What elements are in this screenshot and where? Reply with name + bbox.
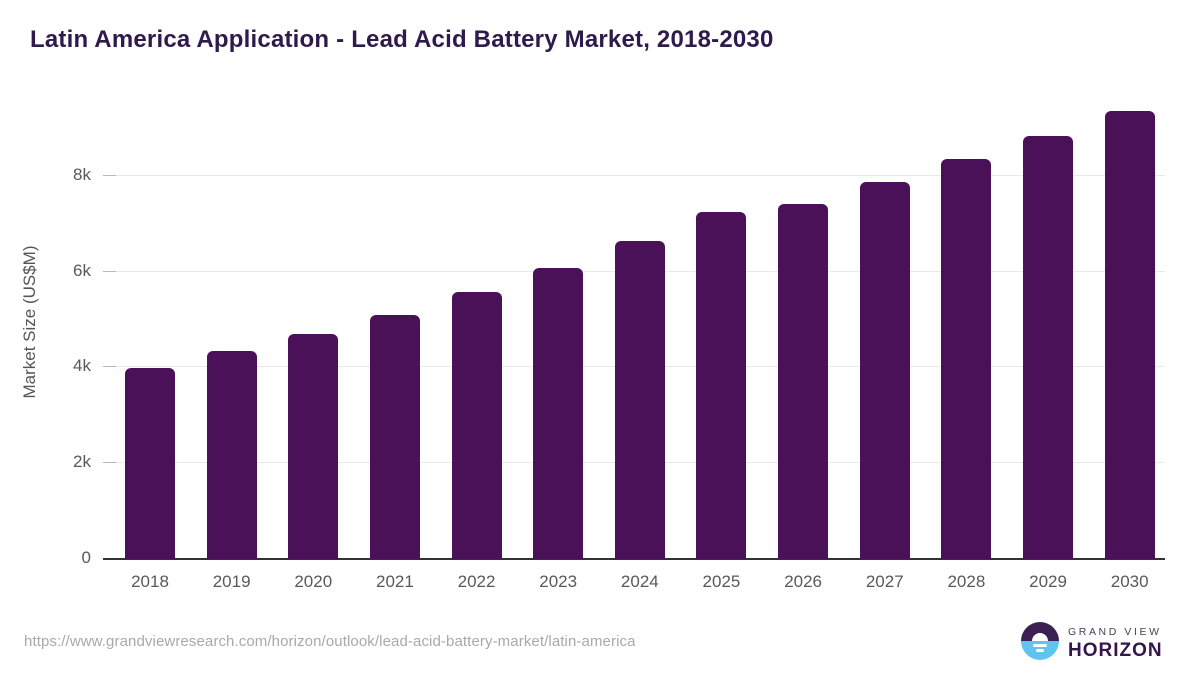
bar-2021 bbox=[369, 314, 420, 559]
y-tick-2k bbox=[103, 462, 116, 464]
x-tick-label-2018: 2018 bbox=[131, 572, 169, 591]
x-tick-label-2024: 2024 bbox=[620, 572, 659, 591]
x-tick-label-2028: 2028 bbox=[947, 572, 986, 591]
chart-title: Latin America Application - Lead Acid Ba… bbox=[30, 26, 774, 53]
y-tick-8k bbox=[103, 174, 116, 176]
x-tick-label-2021: 2021 bbox=[375, 572, 414, 591]
plot-area: 0 2k 4k 6k 8k bbox=[73, 99, 1165, 567]
x-tick-label-2023: 2023 bbox=[539, 572, 578, 591]
y-tick-label: 8k bbox=[73, 164, 91, 184]
x-tick-label-2025: 2025 bbox=[702, 572, 741, 591]
x-tick-label-2029: 2029 bbox=[1029, 572, 1067, 591]
y-tick-4k bbox=[103, 366, 116, 368]
bar-2026 bbox=[778, 203, 829, 559]
bar-2023 bbox=[533, 267, 584, 559]
horizon-sun-icon bbox=[1021, 622, 1059, 660]
bar-2030 bbox=[1104, 111, 1155, 559]
y-axis-title: Market Size (US$M) bbox=[20, 245, 39, 399]
x-tick-label-2027: 2027 bbox=[865, 572, 904, 591]
bar-2024 bbox=[614, 241, 665, 559]
bar-2029 bbox=[1023, 135, 1074, 559]
y-tick-6k bbox=[103, 270, 116, 272]
bar-2018 bbox=[125, 367, 175, 559]
bar-2022 bbox=[451, 291, 502, 559]
grandview-horizon-logo: GRAND VIEW HORIZON bbox=[1021, 622, 1191, 662]
x-tick-label-2020: 2020 bbox=[294, 572, 333, 591]
x-tick-label-2019: 2019 bbox=[212, 572, 251, 591]
gridline-8k bbox=[103, 174, 1165, 176]
x-tick-label-2026: 2026 bbox=[784, 572, 823, 591]
bar-2027 bbox=[859, 182, 910, 559]
bar-2020 bbox=[288, 333, 339, 559]
brand-horizon: HORIZON bbox=[1068, 640, 1163, 661]
x-tick-label-2022: 2022 bbox=[457, 572, 496, 591]
brand-grand-view: GRAND VIEW bbox=[1068, 626, 1162, 638]
y-tick-label: 2k bbox=[73, 452, 91, 472]
bar-2025 bbox=[696, 211, 747, 559]
x-axis-line bbox=[103, 558, 1165, 560]
y-tick-label: 0 bbox=[81, 548, 91, 567]
bar-2028 bbox=[941, 158, 992, 559]
brand-text: GRAND VIEW HORIZON bbox=[1068, 626, 1163, 662]
y-tick-label: 4k bbox=[73, 356, 91, 376]
source-url: https://www.grandviewresearch.com/horizo… bbox=[24, 633, 636, 650]
y-tick-label: 6k bbox=[73, 260, 91, 280]
x-tick-label-2030: 2030 bbox=[1110, 572, 1149, 591]
bar-2019 bbox=[206, 351, 257, 559]
